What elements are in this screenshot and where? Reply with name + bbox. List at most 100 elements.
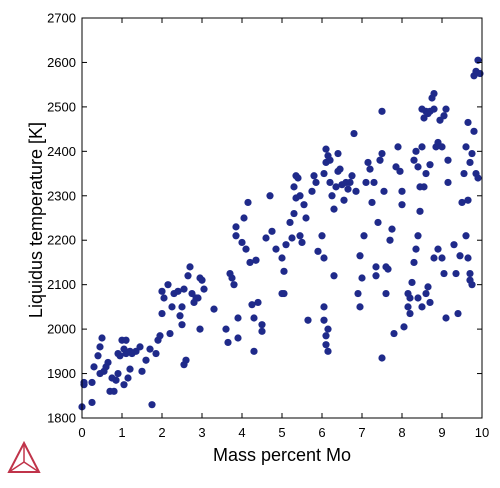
- data-point: [290, 183, 298, 191]
- data-point: [240, 214, 248, 222]
- data-point: [414, 232, 422, 240]
- data-point: [280, 289, 288, 298]
- data-point: [254, 298, 262, 307]
- data-point: [378, 107, 386, 115]
- data-point: [248, 301, 256, 309]
- data-point: [166, 329, 174, 338]
- data-point: [178, 303, 186, 311]
- data-point: [386, 236, 394, 244]
- data-point: [178, 321, 186, 329]
- data-point: [326, 178, 334, 187]
- points-layer: [78, 56, 484, 411]
- data-point: [454, 309, 462, 318]
- data-point: [348, 172, 356, 180]
- data-point: [320, 316, 328, 324]
- data-point: [120, 381, 128, 389]
- data-point: [88, 398, 96, 407]
- data-point: [142, 356, 150, 364]
- x-tick-label: 0: [78, 425, 85, 440]
- data-point: [440, 112, 448, 120]
- data-point: [414, 163, 422, 171]
- data-point: [408, 278, 416, 287]
- data-point: [326, 156, 334, 164]
- data-point: [322, 341, 330, 349]
- data-point: [168, 303, 176, 311]
- data-point: [160, 294, 168, 302]
- data-point: [362, 178, 370, 187]
- data-point: [158, 309, 166, 318]
- data-point: [200, 285, 208, 293]
- x-tick-label: 8: [398, 425, 405, 440]
- data-point: [336, 165, 344, 173]
- data-point: [394, 143, 402, 151]
- data-point: [180, 285, 188, 293]
- data-point: [370, 178, 378, 187]
- x-tick-label: 2: [158, 425, 165, 440]
- data-point: [324, 325, 332, 333]
- data-point: [80, 378, 88, 387]
- data-point: [320, 169, 328, 178]
- data-point: [258, 327, 266, 335]
- data-point: [250, 314, 258, 322]
- data-point: [452, 269, 460, 278]
- data-point: [300, 201, 308, 209]
- data-point: [322, 145, 330, 153]
- data-point: [464, 254, 472, 262]
- data-point: [332, 183, 340, 191]
- data-point: [462, 232, 470, 240]
- data-point: [296, 232, 304, 240]
- data-point: [230, 281, 238, 289]
- data-point: [416, 207, 424, 215]
- data-point: [258, 321, 266, 329]
- data-point: [176, 312, 184, 320]
- axes-layer: 0 1 2 3 4 5 6 7 8 9 10 1800 1900 2000 2100 2200 2300 2400…: [47, 11, 489, 441]
- data-point: [334, 149, 342, 158]
- data-point: [442, 314, 450, 322]
- x-tick-label: 10: [475, 425, 489, 440]
- data-point: [442, 105, 450, 113]
- data-point: [90, 363, 98, 371]
- data-point: [390, 329, 398, 338]
- data-point: [164, 281, 172, 289]
- data-point: [444, 156, 452, 164]
- data-point: [94, 352, 102, 360]
- data-point: [464, 196, 472, 204]
- data-point: [232, 223, 240, 231]
- data-point: [456, 252, 464, 260]
- data-point: [234, 314, 242, 322]
- data-point: [468, 281, 476, 289]
- data-point: [88, 378, 96, 387]
- data-point: [418, 303, 426, 311]
- data-point: [410, 258, 418, 267]
- data-point: [378, 354, 386, 362]
- data-point: [224, 338, 232, 347]
- data-point: [180, 361, 188, 369]
- data-point: [384, 265, 392, 273]
- data-point: [350, 129, 358, 138]
- data-point: [282, 241, 290, 249]
- data-point: [412, 245, 420, 253]
- data-point: [344, 185, 352, 193]
- data-point: [366, 165, 374, 173]
- data-point: [304, 316, 312, 324]
- x-tick-label: 1: [118, 425, 125, 440]
- x-axis-label: Mass percent Mo: [213, 445, 351, 465]
- data-point: [356, 252, 364, 260]
- data-point: [322, 332, 330, 340]
- data-point: [156, 332, 164, 340]
- data-point: [252, 256, 260, 264]
- data-point: [290, 209, 298, 218]
- data-point: [272, 245, 280, 253]
- data-point: [404, 289, 412, 298]
- data-point: [420, 183, 428, 191]
- data-point: [460, 169, 468, 178]
- data-point: [414, 294, 422, 302]
- data-point: [340, 196, 348, 204]
- y-tick-label: 2500: [47, 99, 76, 114]
- data-point: [330, 205, 338, 213]
- x-tick-label: 9: [438, 425, 445, 440]
- data-point: [320, 254, 328, 262]
- data-point: [294, 174, 302, 182]
- data-point: [380, 187, 388, 195]
- data-point: [110, 387, 118, 395]
